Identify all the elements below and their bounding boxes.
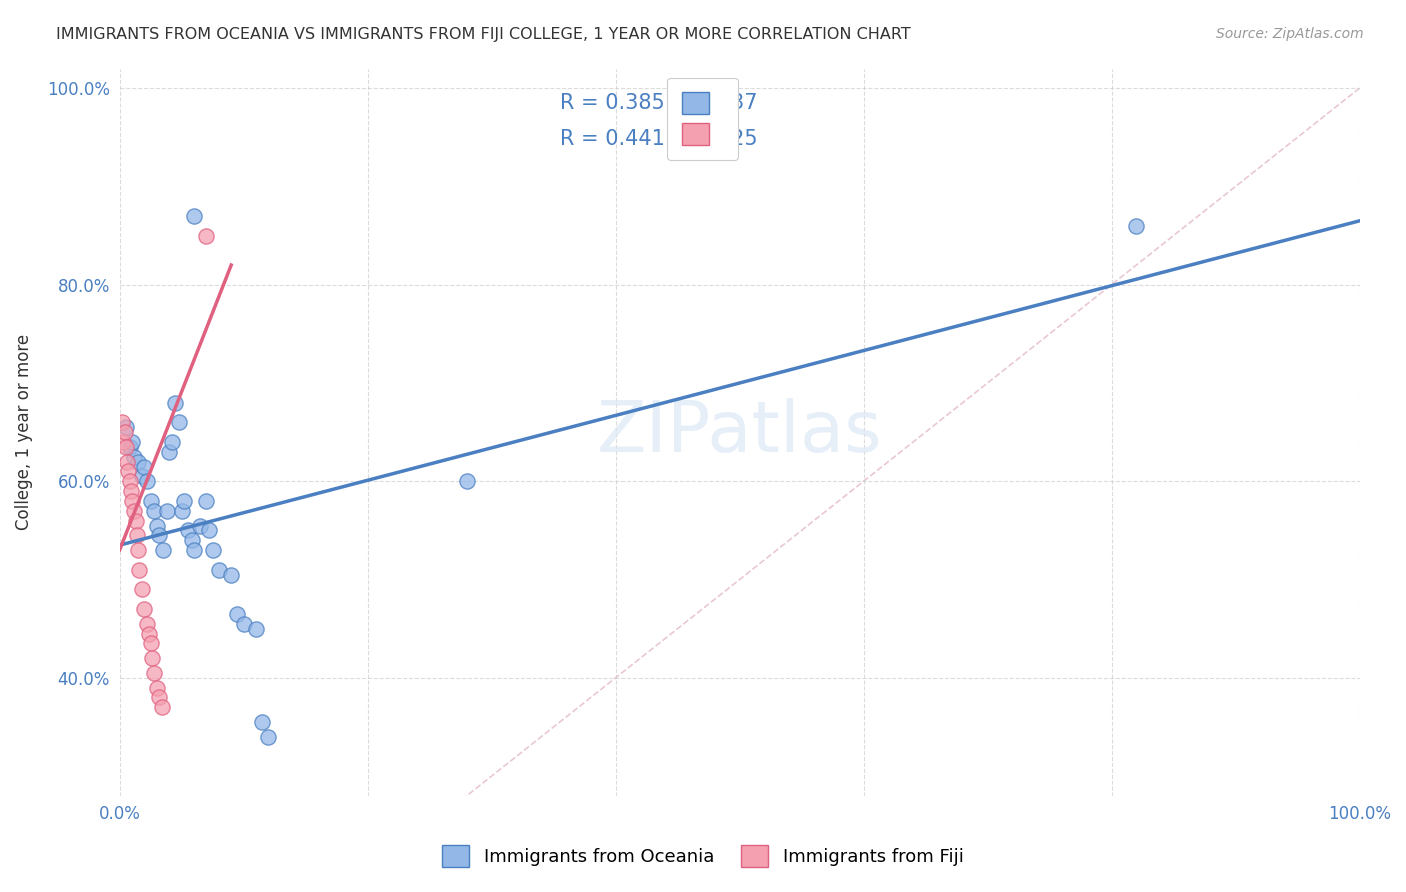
Point	[127, 543, 149, 558]
Point	[226, 607, 249, 621]
Point	[111, 415, 134, 429]
Point	[148, 528, 170, 542]
Legend: , : ,	[668, 78, 738, 160]
Point	[134, 602, 156, 616]
Point	[118, 475, 141, 489]
Point	[134, 459, 156, 474]
Point	[201, 543, 224, 558]
Point	[177, 524, 200, 538]
Point	[131, 469, 153, 483]
Text: IMMIGRANTS FROM OCEANIA VS IMMIGRANTS FROM FIJI COLLEGE, 1 YEAR OR MORE CORRELAT: IMMIGRANTS FROM OCEANIA VS IMMIGRANTS FR…	[56, 27, 911, 42]
Point	[143, 665, 166, 680]
Point	[170, 504, 193, 518]
Point	[114, 420, 136, 434]
Point	[257, 730, 280, 744]
Point	[188, 518, 211, 533]
Point	[124, 450, 146, 464]
Point	[141, 651, 163, 665]
Point	[195, 228, 218, 243]
Point	[183, 543, 205, 558]
Point	[118, 440, 141, 454]
Point	[198, 524, 221, 538]
Legend: Immigrants from Oceania, Immigrants from Fiji: Immigrants from Oceania, Immigrants from…	[434, 838, 972, 874]
Point	[157, 444, 180, 458]
Point	[114, 440, 136, 454]
Text: ZIPatlas: ZIPatlas	[596, 398, 883, 467]
Point	[115, 455, 138, 469]
Point	[183, 209, 205, 223]
Point	[124, 504, 146, 518]
Point	[195, 494, 218, 508]
Point	[250, 714, 273, 729]
Point	[127, 455, 149, 469]
Point	[139, 494, 162, 508]
Point	[180, 533, 202, 548]
Point	[160, 434, 183, 449]
Point	[156, 504, 179, 518]
Point	[120, 484, 142, 499]
Point	[152, 543, 174, 558]
Point	[125, 514, 148, 528]
Text: Source: ZipAtlas.com: Source: ZipAtlas.com	[1216, 27, 1364, 41]
Point	[138, 626, 160, 640]
Point	[150, 700, 173, 714]
Point	[173, 494, 195, 508]
Point	[165, 395, 187, 409]
Point	[167, 415, 190, 429]
Point	[112, 434, 135, 449]
Point	[135, 475, 157, 489]
Text: R = 0.385   N = 37: R = 0.385 N = 37	[560, 93, 758, 112]
Point	[219, 567, 242, 582]
Point	[125, 528, 148, 542]
Point	[114, 425, 136, 439]
Point	[1125, 219, 1147, 233]
Point	[146, 681, 169, 695]
Point	[148, 690, 170, 705]
Point	[245, 622, 267, 636]
Point	[139, 636, 162, 650]
Point	[146, 518, 169, 533]
Point	[128, 563, 150, 577]
Point	[208, 563, 231, 577]
Y-axis label: College, 1 year or more: College, 1 year or more	[15, 334, 32, 530]
Point	[121, 494, 143, 508]
Point	[143, 504, 166, 518]
Point	[456, 475, 478, 489]
Text: R = 0.441   N = 25: R = 0.441 N = 25	[560, 128, 758, 149]
Point	[121, 434, 143, 449]
Point	[131, 582, 153, 597]
Point	[117, 465, 139, 479]
Point	[135, 616, 157, 631]
Point	[232, 616, 254, 631]
